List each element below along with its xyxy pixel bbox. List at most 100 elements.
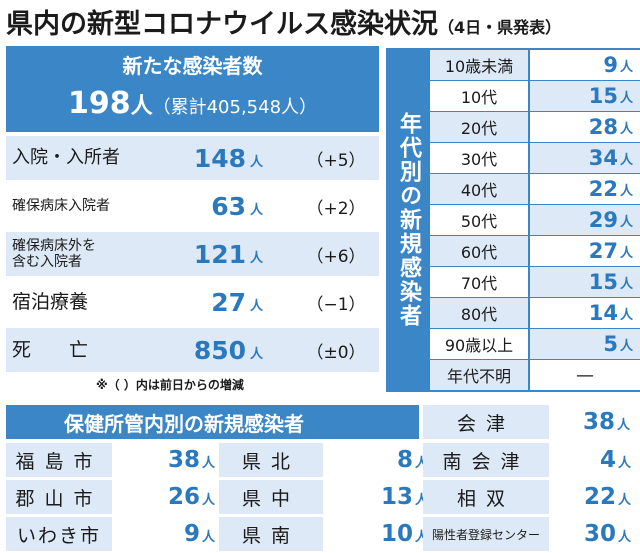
age-value: 22 [588,177,618,201]
status-value: 850 [193,335,246,365]
age-panel-heading: 年代別の新規感染者 [386,48,430,392]
new-cases-value: 198人（累計405,548人） [6,86,379,121]
hc-label: 陽性者登録センター [423,517,549,551]
status-value: 148 [193,143,246,173]
status-row-secured-beds: 確保病床入院者 63 人 （+2） [6,184,379,228]
hc-value: 22 [583,484,616,510]
age-row: 10歳未満 9 人 [430,50,640,81]
hc-value-cell: 22 人 [551,480,640,514]
age-label: 20代 [430,112,528,142]
age-value-cell [530,298,640,328]
age-heading-text: 年代別の新規感染者 [396,112,421,328]
age-row: 90歳以上 5 人 [430,329,640,360]
status-unit: 人 [250,347,264,362]
status-unit: 人 [250,203,264,218]
age-value: 28 [588,115,618,139]
hc-unit: 人 [202,530,216,545]
age-row: 20代 28 人 [430,112,640,143]
age-row: 年代不明 — [430,360,640,391]
age-value-cell [530,50,640,80]
cumulative-total: （累計405,548人） [152,97,318,118]
age-value-cell [530,112,640,142]
age-value: 5 [603,332,618,356]
age-value-cell [530,267,640,297]
age-row: 60代 27 人 [430,236,640,267]
age-unit: 人 [620,60,634,75]
hc-unit: 人 [618,456,632,471]
age-unit: 人 [620,277,634,292]
status-row-all-hospitalized: 確保病床外を 含む入院者 121 人 （+6） [6,232,379,276]
new-cases-count: 198 [67,86,131,121]
age-row: 30代 34 人 [430,143,640,174]
age-row: 80代 14 人 [430,298,640,329]
title-main: 県内の新型コロナウイルス感染状況 [6,9,438,40]
hc-value: 8 [396,447,413,473]
status-delta: （+5） [306,150,366,171]
status-label: 確保病床外を 含む入院者 [12,238,96,270]
hc-value-cell: 13 人 [325,480,437,514]
age-label: 40代 [430,174,528,204]
status-label: 確保病床入院者 [12,198,110,214]
hc-label: 郡山市 [6,480,112,514]
age-value-cell [530,329,640,359]
status-label: 死 亡 [12,339,89,361]
age-unit: 人 [620,184,634,199]
age-unit: 人 [620,339,634,354]
hc-unit: 人 [617,418,631,433]
hc-value: 13 [380,484,413,510]
hc-value-cell: 10 人 [325,517,437,551]
hc-label: 県南 [219,517,323,551]
age-label: 10歳未満 [430,50,528,80]
footnote: ※（ ）内は前日からの増減 [96,378,244,392]
age-row: 40代 22 人 [430,174,640,205]
hc-label: 南会津 [423,443,549,477]
hc-unit: 人 [618,530,632,545]
status-value: 27 [211,287,246,317]
hc-value-cell: 30 人 [551,517,640,551]
status-label: 入院・入所者 [12,147,120,168]
status-label: 宿泊療養 [12,291,89,313]
title-source: （4日・県発表） [438,18,562,37]
age-value: 29 [588,208,618,232]
status-unit: 人 [250,299,264,314]
status-row-hospitalized: 入院・入所者 148 人 （+5） [6,136,379,180]
age-value-cell [530,81,640,111]
hc-value: 38 [582,409,615,435]
age-value-cell [530,174,640,204]
age-unit: 人 [620,153,634,168]
age-label: 年代不明 [430,360,528,390]
hc-label: 相双 [423,480,549,514]
health-center-heading: 保健所管内別の新規感染者 [6,405,419,439]
age-value: 9 [603,53,618,77]
age-value: 15 [588,84,618,108]
age-label: 80代 [430,298,528,328]
hc-unit: 人 [202,456,216,471]
hc-value-cell: 26 人 [114,480,224,514]
hc-label: 県中 [219,480,323,514]
age-unit: 人 [620,122,634,137]
hc-value: 4 [599,447,616,473]
status-row-lodging: 宿泊療養 27 人 （−1） [6,280,379,324]
status-value: 121 [193,239,246,269]
page-title: 県内の新型コロナウイルス感染状況（4日・県発表） [6,2,561,41]
new-cases-unit: 人 [130,94,153,119]
age-label: 60代 [430,236,528,266]
new-cases-panel: 新たな感染者数 198人（累計405,548人） [6,46,379,132]
age-unit: 人 [620,91,634,106]
hc-label-aizu: 会津 [423,405,549,439]
age-value-cell [530,236,640,266]
age-row: 10代 15 人 [430,81,640,112]
age-value: 14 [588,301,618,325]
status-delta: （−1） [306,294,366,315]
status-unit: 人 [250,251,264,266]
age-breakdown-panel: 年代別の新規感染者 10歳未満 9 人 10代 15 人 20代 28 人 30代 34 人 40代 22… [386,48,640,392]
new-cases-label: 新たな感染者数 [122,54,263,78]
hc-label: 県北 [219,443,323,477]
hc-value-cell: 38 人 [114,443,224,477]
status-delta: （+6） [306,246,366,267]
age-value-cell [530,143,640,173]
age-label: 10代 [430,81,528,111]
